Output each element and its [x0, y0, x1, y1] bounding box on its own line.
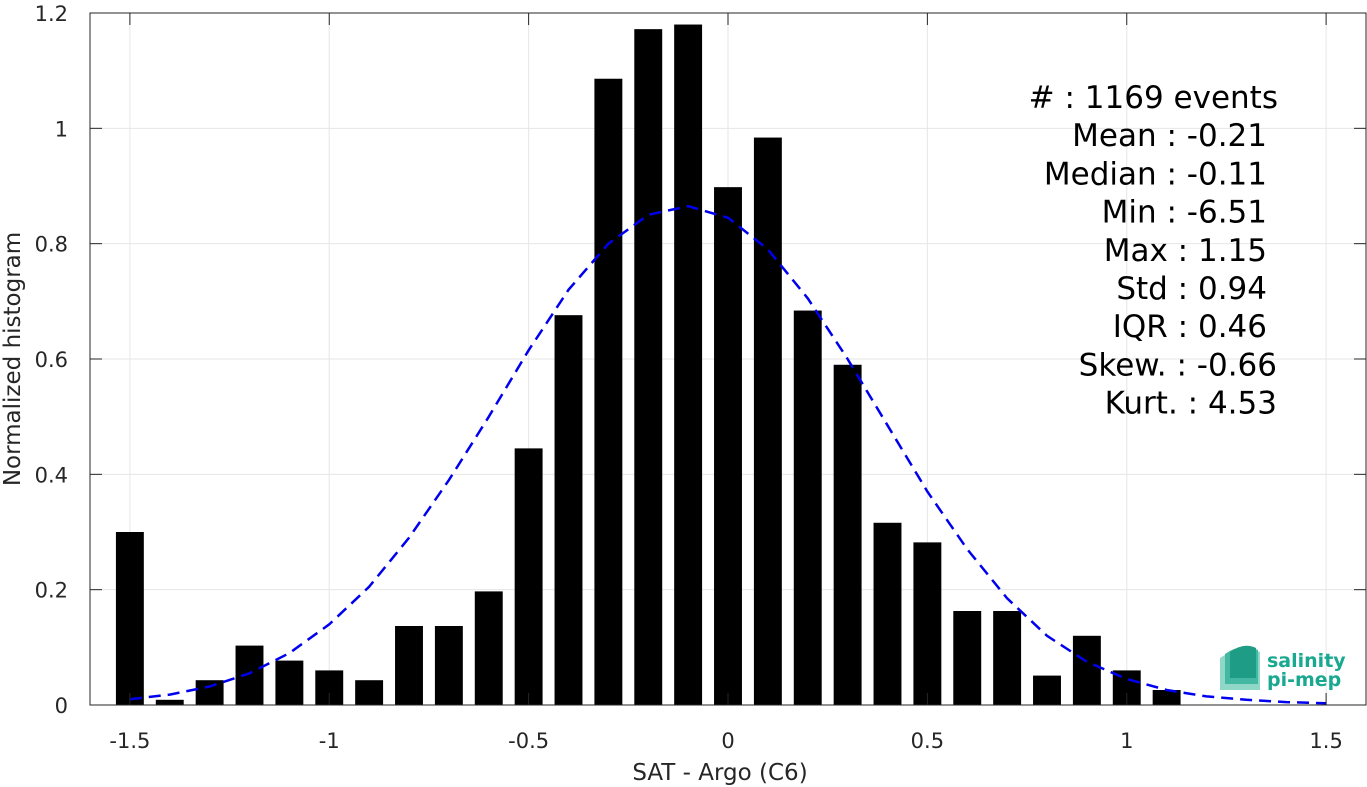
- y-tick-label: 1.2: [35, 2, 68, 26]
- y-tick-label: 0: [55, 694, 68, 718]
- y-tick-label: 0.4: [35, 463, 68, 487]
- stats-line: # : 1169 events: [1029, 80, 1278, 116]
- histogram-bar: [753, 137, 782, 705]
- histogram-bar: [674, 24, 703, 706]
- histogram-bar: [395, 625, 423, 705]
- y-tick-label: 0.2: [35, 579, 68, 603]
- x-tick-label: 0: [721, 729, 734, 753]
- histogram-bar: [793, 310, 822, 705]
- y-tick-label: 1: [55, 117, 68, 141]
- stats-line: Kurt. : 4.53: [1105, 386, 1277, 422]
- x-tick-label: -0.5: [508, 729, 549, 753]
- histogram-bar: [195, 680, 224, 705]
- histogram-bar: [953, 611, 982, 705]
- histogram-bar: [434, 625, 463, 705]
- histogram-bar: [1033, 675, 1061, 705]
- histogram-bar: [275, 660, 304, 705]
- stats-line: Max : 1.15: [1104, 233, 1267, 269]
- stats-line: IQR : 0.46: [1113, 309, 1267, 345]
- histogram-bar: [474, 591, 503, 705]
- stats-line: Min : -6.51: [1102, 195, 1267, 231]
- histogram-bar: [514, 448, 543, 705]
- stats-line: Std : 0.94: [1116, 271, 1267, 307]
- histogram-bar: [634, 29, 663, 705]
- histogram-bar: [355, 680, 384, 705]
- histogram-bar: [913, 542, 942, 705]
- histogram-bar: [833, 364, 862, 705]
- logo-text-line2: pi-mep: [1267, 669, 1341, 691]
- x-axis-label: SAT - Argo (C6): [632, 760, 807, 786]
- histogram-bar: [554, 315, 583, 705]
- histogram-bar: [155, 699, 184, 705]
- histogram-bar: [594, 78, 623, 706]
- gaussian-fit-curve: [129, 204, 1327, 705]
- y-tick-labels: 0 0.2 0.4 0.6 0.8 1 1.2: [35, 2, 68, 718]
- histogram-bar: [115, 532, 144, 705]
- y-tick-label: 0.8: [35, 233, 68, 257]
- bar-series: [115, 24, 1181, 706]
- histogram-bar: [235, 645, 264, 705]
- x-tick-label: 0.5: [911, 729, 944, 753]
- stats-line: Median : -0.11: [1044, 156, 1267, 192]
- logo-wave-icon: [1220, 645, 1260, 690]
- stats-line: Skew. : -0.66: [1079, 347, 1277, 383]
- histogram-bar: [714, 187, 742, 706]
- x-tick-label: -1.5: [109, 729, 150, 753]
- stats-line: Mean : -0.21: [1072, 118, 1267, 154]
- x-tick-label: -1: [319, 729, 340, 753]
- axis-ticks: [90, 12, 1366, 706]
- y-tick-label: 0.6: [35, 348, 68, 372]
- x-tick-labels: -1.5 -1 -0.5 0 0.5 1 1.5: [109, 729, 1342, 753]
- logo-text-line1: salinity: [1267, 650, 1346, 672]
- x-tick-label: 1: [1120, 729, 1133, 753]
- salinity-pi-mep-logo: salinity pi-mep: [1220, 645, 1346, 691]
- x-tick-label: 1.5: [1309, 729, 1342, 753]
- histogram-bar: [993, 611, 1022, 705]
- histogram-bar: [1152, 690, 1181, 705]
- y-axis-label: Normalized histogram: [0, 232, 26, 486]
- histogram-bar: [1072, 635, 1101, 705]
- histogram-bar: [873, 522, 902, 705]
